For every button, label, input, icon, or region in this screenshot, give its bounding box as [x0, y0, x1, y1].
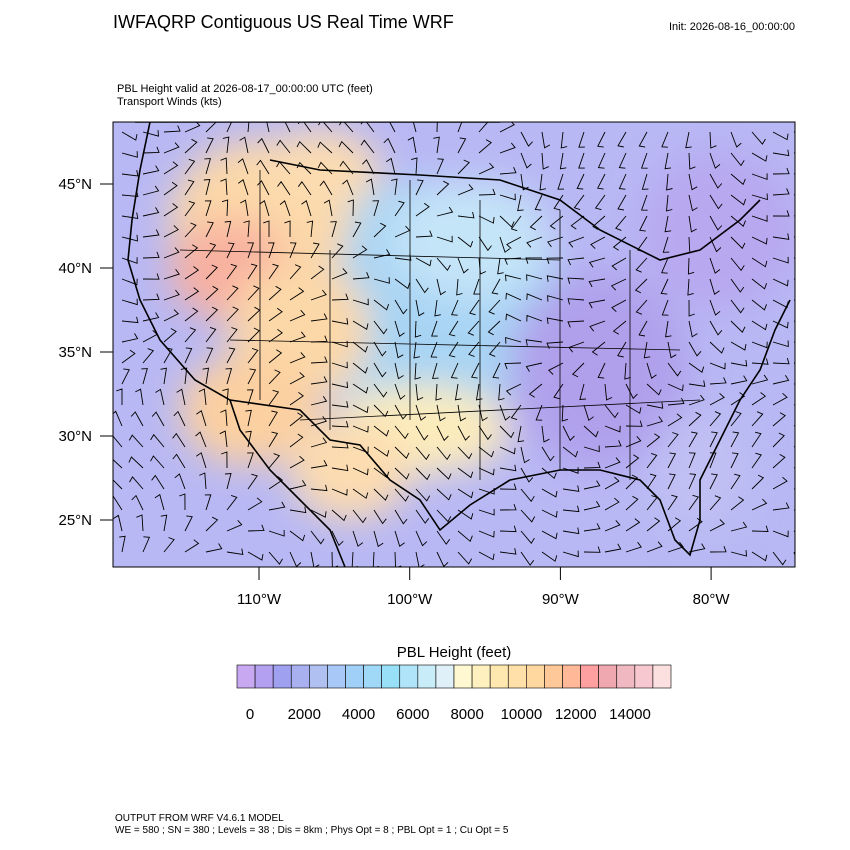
wind-barbs	[113, 122, 795, 567]
colorbar-box	[345, 664, 364, 689]
colorbar-box	[399, 664, 419, 689]
colorbar-box	[544, 664, 563, 689]
lon-label: 90°W	[542, 591, 580, 608]
map-frame	[112, 121, 796, 568]
colorbar-tick-label: 12000	[555, 706, 597, 723]
colorbar-box	[254, 664, 274, 689]
colorbar-box	[598, 664, 618, 689]
north-border	[135, 122, 761, 261]
colorbar-tick-label: 2000	[288, 706, 321, 723]
colorbar-title: PBL Height (feet)	[397, 644, 512, 661]
south-coast	[229, 299, 791, 557]
footer: WE = 580 ; SN = 380 ; Levels = 38 ; Dis …	[115, 825, 509, 836]
lon-label: 110°W	[237, 591, 282, 608]
lat-label: 40°N	[58, 260, 92, 277]
colorbar-box	[327, 664, 346, 689]
colorbar-box	[381, 664, 401, 689]
colorbar-tick-label: 8000	[450, 706, 483, 723]
state-lines	[179, 170, 701, 480]
colorbar-box	[471, 664, 491, 689]
colorbar-tick-label: 14000	[609, 706, 651, 723]
colorbar-tick-label: 4000	[342, 706, 375, 723]
colorbar-box	[526, 664, 545, 689]
colorbar-tick-label: 6000	[396, 706, 429, 723]
colorbar-box	[236, 664, 256, 689]
title: IWFAQRP Contiguous US Real Time WRF	[113, 12, 454, 32]
lat-label: 25°N	[58, 512, 92, 529]
colorbar-box	[634, 664, 654, 689]
colorbar-box	[290, 664, 310, 689]
colorbar-box	[435, 664, 455, 689]
colorbar-box	[363, 664, 382, 689]
lon-label: 80°W	[693, 591, 731, 608]
colorbar-box	[616, 664, 636, 689]
lat-label: 35°N	[58, 344, 92, 361]
boundaries	[127, 122, 791, 567]
colorbar-box	[507, 664, 527, 689]
colorbar-box	[417, 664, 437, 689]
colorbar-box	[580, 664, 599, 689]
colorbar-tick-label: 10000	[501, 706, 543, 723]
lat-label: 45°N	[58, 176, 92, 193]
colorbar-box	[562, 664, 581, 689]
init-time: Init: 2026-08-16_00:00:00	[669, 21, 795, 33]
lat-label: 30°N	[58, 428, 92, 445]
colorbar-box	[272, 664, 292, 689]
map-axes: 45°N 40°N 35°N 30°N 25°N 110°W 100°W 90°W 80°W	[58, 176, 730, 608]
subtitle: PBL Height valid at 2026-08-17_00:00:00 …	[117, 83, 373, 95]
west-coast	[127, 122, 346, 567]
colorbar-box	[453, 664, 473, 689]
lon-label: 100°W	[387, 591, 433, 608]
colorbar-box	[489, 664, 509, 689]
colorbar-box	[309, 664, 328, 689]
subtitle: Transport Winds (kts)	[117, 96, 222, 108]
footer: OUTPUT FROM WRF V4.6.1 MODEL	[115, 813, 284, 824]
colorbar: 0 2000 4000 6000 8000 10000 12000 14000	[236, 664, 672, 723]
colorbar-tick-label: 0	[246, 706, 254, 723]
map	[113, 122, 795, 567]
pbl-field	[170, 130, 795, 530]
colorbar-box	[652, 664, 672, 689]
